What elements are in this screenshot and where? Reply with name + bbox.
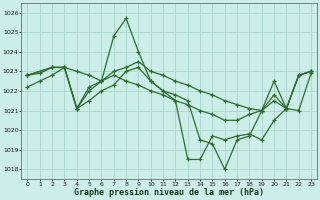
X-axis label: Graphe pression niveau de la mer (hPa): Graphe pression niveau de la mer (hPa) bbox=[74, 188, 264, 197]
